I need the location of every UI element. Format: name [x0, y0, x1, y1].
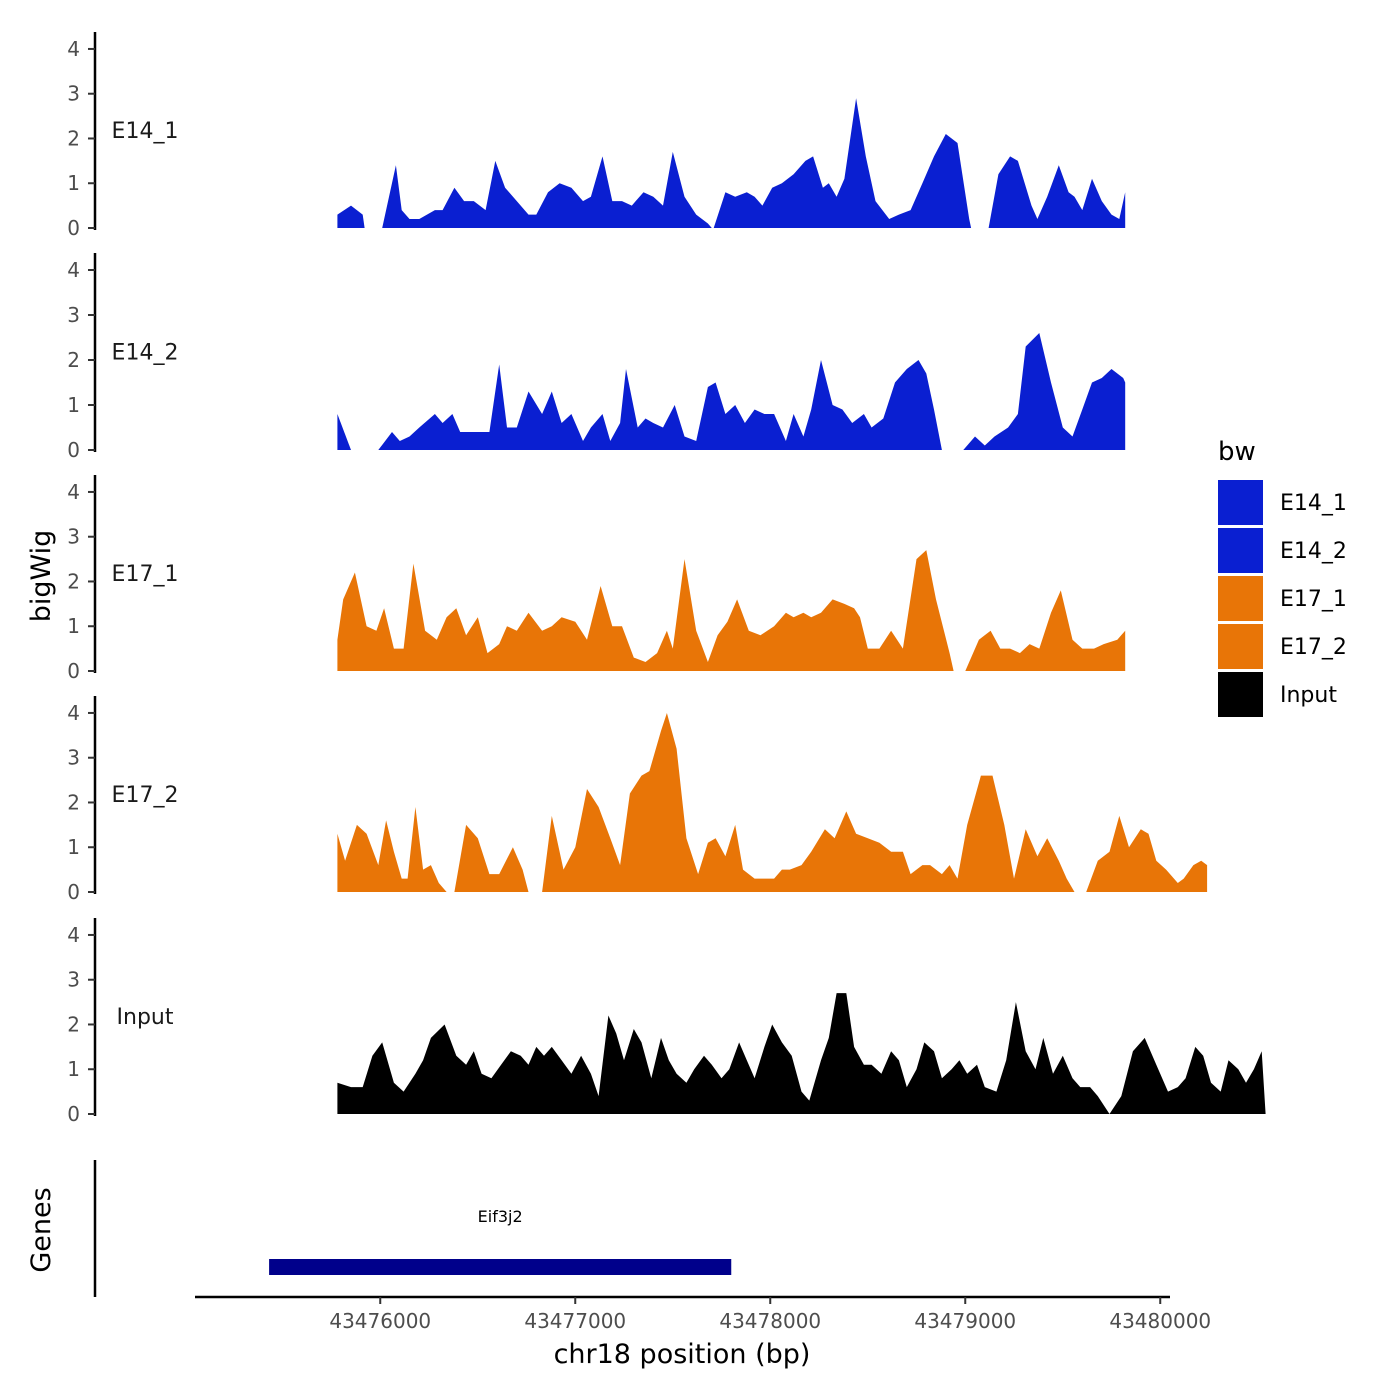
y-tick-label: 4 [67, 701, 80, 725]
coverage-area [337, 414, 351, 450]
x-tick-label: 43476000 [329, 1309, 431, 1333]
y-tick-label: 1 [67, 171, 80, 195]
y-tick-label: 0 [67, 438, 80, 462]
track-e14-2: 0 1 2 3 4 E14_2 [67, 253, 1126, 462]
y-tick-label: 4 [67, 37, 80, 61]
y-tick-label: 3 [67, 303, 80, 327]
y-tick-label: 0 [67, 1102, 80, 1126]
coverage-area [713, 98, 972, 228]
legend-key-e17-2 [1218, 624, 1263, 669]
legend-key-e14-2 [1218, 528, 1263, 573]
y-tick-label: 2 [67, 1012, 80, 1036]
gene-label: Eif3j2 [478, 1207, 523, 1226]
track-label: E17_1 [112, 562, 179, 587]
track-panels: 0 1 2 3 4 E14_1 0 1 2 3 4 E14_2 0 1 2 3 4 E17_1 0 1 2 3 4 E17_2… [67, 32, 1266, 1126]
y-tick-label: 4 [67, 923, 80, 947]
x-tick-label: 43479000 [914, 1309, 1016, 1333]
x-axis-title: chr18 position (bp) [554, 1339, 811, 1370]
legend-label: Input [1280, 683, 1337, 708]
y-tick-label: 1 [67, 614, 80, 638]
coverage-area [337, 550, 954, 671]
track-label: E17_2 [112, 783, 179, 808]
track-label: E14_1 [112, 119, 179, 144]
y-tick-label: 3 [67, 968, 80, 992]
coverage-area [1086, 815, 1208, 892]
y-tick-label: 2 [67, 569, 80, 593]
coverage-area [337, 807, 447, 892]
y-tick-label: 3 [67, 746, 80, 770]
x-tick-label: 43477000 [524, 1309, 626, 1333]
y-tick-label: 2 [67, 126, 80, 150]
legend-label: E17_2 [1280, 635, 1347, 660]
legend: bw E14_1 E14_2 E17_1 E17_2 Input [1218, 437, 1347, 717]
coverage-area [378, 360, 942, 450]
track-e17-2: 0 1 2 3 4 E17_2 [67, 696, 1208, 904]
legend-label: E14_2 [1280, 539, 1347, 564]
track-label: Input [117, 1005, 174, 1030]
track-e17-1: 0 1 2 3 4 E17_1 [67, 475, 1126, 683]
y-tick-label: 1 [67, 393, 80, 417]
x-tick-label: 43480000 [1109, 1309, 1211, 1333]
y-tick-label: 4 [67, 258, 80, 282]
x-axis: 43476000 43477000 43478000 43479000 43480000 [195, 1295, 1211, 1333]
legend-label: E14_1 [1280, 491, 1347, 516]
track-label: E14_2 [112, 341, 179, 366]
legend-key-input [1218, 672, 1263, 717]
y-tick-label: 3 [67, 525, 80, 549]
y-tick-label: 2 [67, 790, 80, 814]
track-input: 0 1 2 3 4 Input [67, 918, 1266, 1126]
legend-label: E17_1 [1280, 587, 1347, 612]
coverage-area [454, 824, 529, 892]
y-axis-title: bigWig [26, 530, 57, 623]
legend-key-e14-1 [1218, 480, 1263, 525]
genes-axis-title: Genes [26, 1187, 57, 1272]
y-tick-label: 0 [67, 216, 80, 240]
legend-key-e17-1 [1218, 576, 1263, 621]
coverage-area [965, 590, 1126, 671]
y-tick-label: 3 [67, 82, 80, 106]
coverage-area [963, 333, 1126, 450]
y-tick-label: 0 [67, 880, 80, 904]
coverage-area [988, 156, 1126, 228]
coverage-area [382, 151, 712, 228]
x-tick-label: 43478000 [719, 1309, 821, 1333]
y-tick-label: 1 [67, 1057, 80, 1081]
coverage-area [542, 713, 1075, 892]
y-tick-label: 2 [67, 348, 80, 372]
coverage-area [337, 993, 1266, 1114]
gene-eif3j2-bar [269, 1259, 732, 1275]
track-e14-1: 0 1 2 3 4 E14_1 [67, 32, 1126, 240]
y-tick-label: 1 [67, 835, 80, 859]
legend-title: bw [1218, 437, 1256, 467]
coverage-area [337, 205, 365, 228]
y-tick-label: 4 [67, 480, 80, 504]
genes-panel: Eif3j2 Genes [26, 1160, 732, 1297]
y-tick-label: 0 [67, 659, 80, 683]
